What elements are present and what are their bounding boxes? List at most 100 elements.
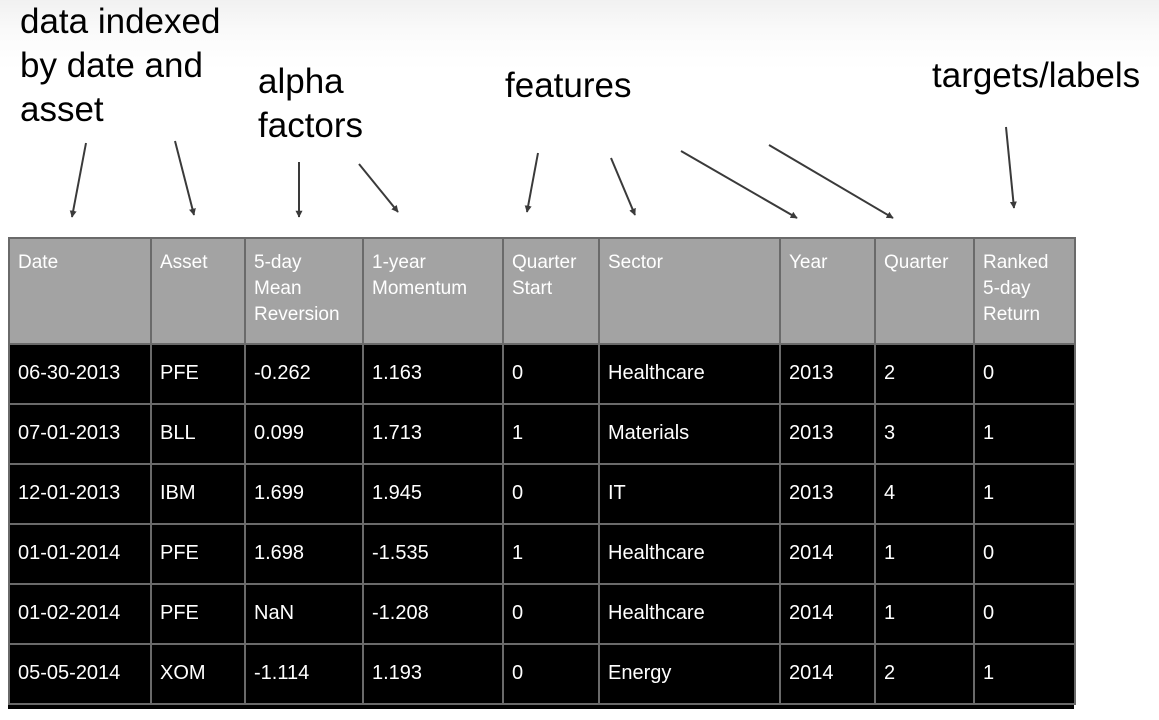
cell-mean-reversion: 0.099 xyxy=(244,403,364,465)
cell-quarter: 1 xyxy=(874,583,975,645)
cell-sector: IT xyxy=(598,463,781,525)
header-asset-line-1: Asset xyxy=(160,252,208,273)
header-date-line-1: Date xyxy=(18,252,59,273)
annotation-targets-line-1: targets/labels xyxy=(932,56,1141,95)
header-quarter: Quarter xyxy=(874,237,975,345)
cell-quarter: 2 xyxy=(874,643,975,705)
cell-quarter-start: 0 xyxy=(502,343,600,405)
header-quarter-start-line-2: Start xyxy=(512,278,553,299)
header-mean-reversion: 5-day Mean Reversion xyxy=(244,237,364,345)
cell-quarter: 1 xyxy=(874,523,975,585)
cell-ranked-return: 1 xyxy=(973,463,1076,525)
annotation-index-line-2: by date and xyxy=(20,46,203,85)
header-year-line-1: Year xyxy=(789,252,828,273)
arrow-to-asset xyxy=(174,140,196,216)
table-header: Date Asset 5-day Mean Reversion 1-year M… xyxy=(8,237,1076,345)
cell-momentum: -1.535 xyxy=(362,523,504,585)
cell-asset: XOM xyxy=(150,643,246,705)
header-momentum: 1-year Momentum xyxy=(362,237,504,345)
header-ranked-return-line-3: Return xyxy=(983,304,1041,325)
cell-sector: Energy xyxy=(598,643,781,705)
cell-momentum: -1.208 xyxy=(362,583,504,645)
cell-sector: Materials xyxy=(598,403,781,465)
cell-date: 01-02-2014 xyxy=(8,583,152,645)
annotation-index-line-3: asset xyxy=(20,90,104,129)
header-momentum-line-1: 1-year xyxy=(372,252,426,273)
cell-date: 07-01-2013 xyxy=(8,403,152,465)
header-quarter-start-line-1: Quarter xyxy=(512,252,577,273)
header-quarter-line-1: Quarter xyxy=(884,252,949,273)
cell-year: 2014 xyxy=(779,583,876,645)
data-table: Date Asset 5-day Mean Reversion 1-year M… xyxy=(8,237,1076,705)
arrow-to-sector xyxy=(610,157,636,216)
table-body: 06-30-2013 PFE -0.262 1.163 0 Healthcare… xyxy=(8,343,1076,705)
cell-mean-reversion: 1.698 xyxy=(244,523,364,585)
header-ranked-return-line-1: Ranked xyxy=(983,252,1049,273)
annotation-index: data indexed by date and asset xyxy=(20,0,220,132)
cell-quarter-start: 0 xyxy=(502,643,600,705)
header-mean-reversion-line-3: Reversion xyxy=(254,304,340,325)
cell-ranked-return: 0 xyxy=(973,523,1076,585)
cell-asset: PFE xyxy=(150,523,246,585)
header-mean-reversion-line-2: Mean xyxy=(254,278,302,299)
cell-date: 12-01-2013 xyxy=(8,463,152,525)
annotation-features-line-1: features xyxy=(505,66,632,105)
cell-asset: PFE xyxy=(150,583,246,645)
annotation-alpha-line-2: factors xyxy=(258,106,364,145)
cell-quarter-start: 1 xyxy=(502,523,600,585)
annotation-alpha-line-1: alpha xyxy=(258,62,344,101)
cell-quarter-start: 0 xyxy=(502,463,600,525)
cell-ranked-return: 1 xyxy=(973,403,1076,465)
header-ranked-return-line-2: 5-day xyxy=(983,278,1031,299)
cell-sector: Healthcare xyxy=(598,523,781,585)
cell-momentum: 1.193 xyxy=(362,643,504,705)
arrow-to-momentum xyxy=(358,163,399,213)
data-table-container: Date Asset 5-day Mean Reversion 1-year M… xyxy=(8,237,1076,709)
cell-quarter: 4 xyxy=(874,463,975,525)
header-mean-reversion-line-1: 5-day xyxy=(254,252,302,273)
annotation-index-line-1: data indexed xyxy=(20,2,221,41)
arrow-to-quarter-start xyxy=(524,152,539,213)
cell-year: 2013 xyxy=(779,463,876,525)
table-row: 01-01-2014 PFE 1.698 -1.535 1 Healthcare… xyxy=(8,523,1076,585)
annotation-alpha-factors: alpha factors xyxy=(258,60,363,148)
arrow-to-date xyxy=(69,142,87,218)
cell-year: 2013 xyxy=(779,403,876,465)
cell-quarter: 3 xyxy=(874,403,975,465)
cell-year: 2014 xyxy=(779,643,876,705)
cell-momentum: 1.163 xyxy=(362,343,504,405)
header-date: Date xyxy=(8,237,152,345)
header-sector: Sector xyxy=(598,237,781,345)
cell-mean-reversion: -0.262 xyxy=(244,343,364,405)
cell-ranked-return: 1 xyxy=(973,643,1076,705)
cell-date: 01-01-2014 xyxy=(8,523,152,585)
table-row: 12-01-2013 IBM 1.699 1.945 0 IT 2013 4 1 xyxy=(8,463,1076,525)
table-row: 05-05-2014 XOM -1.114 1.193 0 Energy 201… xyxy=(8,643,1076,705)
arrow-to-ranked-return xyxy=(1005,126,1017,209)
cell-ranked-return: 0 xyxy=(973,343,1076,405)
cell-mean-reversion: NaN xyxy=(244,583,364,645)
header-year: Year xyxy=(779,237,876,345)
cell-ranked-return: 0 xyxy=(973,583,1076,645)
cell-year: 2013 xyxy=(779,343,876,405)
annotation-features: features xyxy=(505,64,631,108)
cell-sector: Healthcare xyxy=(598,583,781,645)
cell-momentum: 1.945 xyxy=(362,463,504,525)
cell-year: 2014 xyxy=(779,523,876,585)
cell-asset: BLL xyxy=(150,403,246,465)
table-row: 07-01-2013 BLL 0.099 1.713 1 Materials 2… xyxy=(8,403,1076,465)
header-sector-line-1: Sector xyxy=(608,252,663,273)
header-ranked-return: Ranked 5-day Return xyxy=(973,237,1076,345)
table-row: 06-30-2013 PFE -0.262 1.163 0 Healthcare… xyxy=(8,343,1076,405)
cell-momentum: 1.713 xyxy=(362,403,504,465)
header-asset: Asset xyxy=(150,237,246,345)
cell-asset: IBM xyxy=(150,463,246,525)
table-row: 01-02-2014 PFE NaN -1.208 0 Healthcare 2… xyxy=(8,583,1076,645)
cell-quarter-start: 0 xyxy=(502,583,600,645)
cell-mean-reversion: 1.699 xyxy=(244,463,364,525)
arrow-to-year xyxy=(680,150,798,219)
cell-mean-reversion: -1.114 xyxy=(244,643,364,705)
arrow-to-quarter xyxy=(768,144,894,219)
header-momentum-line-2: Momentum xyxy=(372,278,468,299)
cell-date: 06-30-2013 xyxy=(8,343,152,405)
